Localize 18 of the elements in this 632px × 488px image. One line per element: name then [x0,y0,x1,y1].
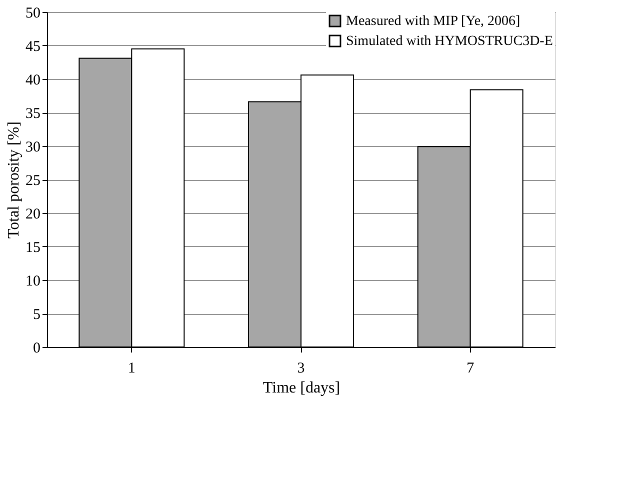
y-tick-label: 20 [26,206,40,222]
y-tick-label: 50 [26,6,40,22]
y-tick-label: 5 [33,307,40,323]
y-tick-label: 45 [26,39,40,55]
x-axis-title: Time [days] [262,380,340,396]
x-tick-label: 7 [466,360,475,376]
y-tick-label: 35 [26,106,40,122]
y-tick-label: 0 [33,340,40,356]
y-tick-label: 30 [26,140,40,156]
y-tick-label: 10 [26,274,40,290]
y-axis-title: Total porosity [%] [6,121,22,239]
legend-label: Measured with MIP [Ye, 2006] [346,14,520,29]
x-tick-label: 3 [297,360,305,376]
y-tick-label: 40 [26,72,40,88]
y-tick-label: 15 [26,240,40,256]
y-tick-label: 25 [26,173,40,189]
x-tick-label: 1 [128,360,136,376]
legend-label: Simulated with HYMOSTRUC3D-E [346,34,553,49]
